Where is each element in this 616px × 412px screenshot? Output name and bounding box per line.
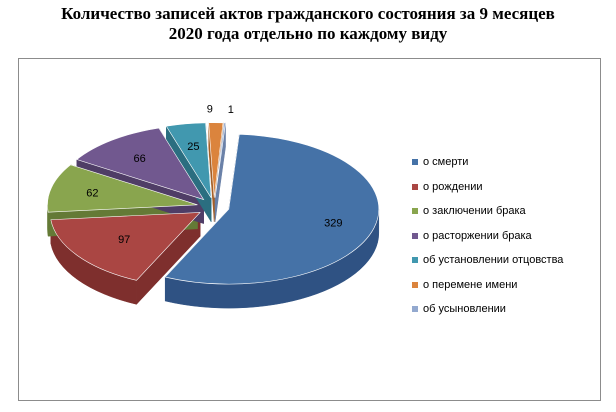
- legend-label: о смерти: [423, 156, 469, 169]
- data-label-о-перемене-имени: 9: [207, 104, 213, 116]
- pie-slice-о-заключении-брака: [47, 164, 198, 213]
- pie-tops: [47, 122, 380, 285]
- pie-slice-о-перемене-имени: [208, 122, 224, 198]
- legend-item-о-заключении-брака: о заключении брака: [412, 199, 602, 224]
- legend-item-об-установлении-отцовства: об установлении отцовства: [412, 248, 602, 273]
- chart-legend: о смерти о рождении о заключении брака о ра…: [412, 150, 602, 322]
- legend-swatch: [412, 257, 418, 264]
- legend-item-об-усыновлении: об усыновлении: [412, 297, 602, 322]
- chart-title-line1: Количество записей актов гражданского со…: [61, 4, 555, 23]
- legend-label: об установлении отцовства: [423, 254, 564, 267]
- pie-slice-об-усыновлении: [214, 122, 226, 198]
- legend-label: о рождении: [423, 180, 483, 193]
- legend-label: о заключении брака: [423, 205, 526, 218]
- pie-slice-о-смерти: [164, 133, 380, 285]
- legend-swatch: [412, 281, 418, 288]
- legend-item-о-перемене-имени: о перемене имени: [412, 273, 602, 298]
- legend-swatch: [412, 306, 418, 313]
- legend-swatch: [412, 208, 418, 215]
- pie-labels: 329 97 62 66 25 9 1: [86, 104, 342, 247]
- legend-label: об усыновлении: [423, 303, 506, 316]
- pie-slice-о-расторжении-брака: [76, 127, 205, 201]
- chart-title-line2: 2020 года отдельно по каждому виду: [168, 24, 448, 43]
- data-label-об-установлении-отцовства: 25: [187, 141, 199, 153]
- legend-item-о-смерти: о смерти: [412, 150, 602, 175]
- legend-item-о-рождении: о рождении: [412, 175, 602, 200]
- pie-slice-о-рождении: [50, 212, 201, 281]
- data-label-о-заключении-брака: 62: [86, 187, 98, 199]
- legend-swatch: [412, 183, 418, 190]
- data-label-об-усыновлении: 1: [228, 104, 234, 116]
- data-label-о-рождении: 97: [118, 234, 130, 246]
- legend-swatch: [412, 232, 418, 239]
- data-label-о-смерти: 329: [324, 218, 342, 230]
- pie-slice-об-установлении-отцовства: [165, 122, 212, 198]
- data-label-о-расторжении-брака: 66: [134, 153, 146, 165]
- legend-swatch: [412, 159, 418, 166]
- legend-label: о расторжении брака: [423, 229, 532, 242]
- chart-title: Количество записей актов гражданского со…: [0, 4, 616, 44]
- legend-label: о перемене имени: [423, 278, 518, 291]
- legend-item-о-расторжении-брака: о расторжении брака: [412, 224, 602, 249]
